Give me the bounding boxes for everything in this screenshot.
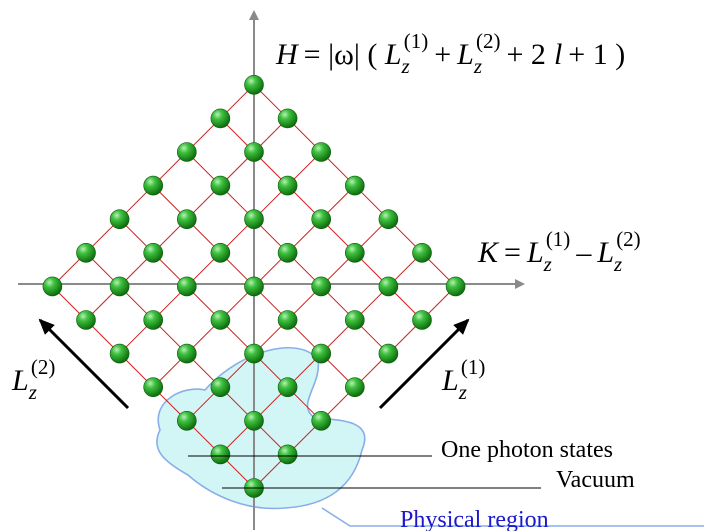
lattice-node [76, 310, 96, 330]
one-photon-states-label: One photon states [441, 437, 613, 463]
lattice-node [344, 377, 365, 398]
k-axis-label: K = Lz(1) – Lz(2) [477, 227, 641, 276]
lattice-node [143, 175, 163, 196]
lattice-nodes [42, 75, 466, 498]
lattice-node [177, 142, 197, 162]
lattice-node [210, 243, 231, 263]
lattice-node [311, 276, 332, 297]
physical-region-label: Physical region [400, 507, 549, 531]
lattice-node [277, 310, 298, 330]
lattice-node [143, 310, 163, 330]
h-axis-label: H = |ω| ( Lz(1) + Lz(2) + 2 l + 1 ) [275, 29, 625, 78]
lattice-node [109, 276, 130, 297]
lattice-node [445, 276, 466, 297]
lattice-node [76, 243, 96, 263]
lattice-node [210, 310, 231, 330]
lattice-node [277, 108, 298, 129]
lattice-node [344, 243, 365, 263]
lattice-node [378, 343, 399, 364]
vacuum-label: Vacuum [556, 467, 635, 493]
lattice-node [277, 175, 298, 196]
physical-region-leader [321, 507, 704, 527]
lattice-node [177, 343, 197, 364]
lattice-node [277, 243, 298, 263]
lz2-label: Lz(2) [11, 355, 55, 404]
lattice-node [378, 276, 399, 297]
lattice-node [42, 276, 63, 297]
lattice-node [210, 108, 231, 129]
lz1-label: Lz(1) [441, 355, 485, 404]
lz1-arrow [378, 318, 470, 410]
lattice-node [244, 410, 264, 431]
lattice-node [311, 209, 332, 229]
lattice-node [210, 175, 231, 196]
lattice-node [210, 377, 231, 398]
lattice-node [244, 276, 264, 297]
lattice-node [109, 343, 130, 364]
lattice-node [277, 444, 298, 465]
lattice-node [109, 209, 130, 229]
lattice-node [378, 209, 399, 229]
lattice-node [143, 243, 163, 263]
lz2-arrow [38, 318, 130, 410]
lattice-node [344, 310, 365, 330]
lattice-node [177, 209, 197, 229]
lattice-node [143, 377, 163, 398]
lattice-node [412, 310, 432, 330]
lattice-node [244, 343, 264, 364]
lattice-node [177, 410, 197, 431]
lattice-node [177, 276, 197, 297]
lattice-node [311, 410, 332, 431]
lattice-node [244, 142, 264, 162]
lattice-node [412, 243, 432, 263]
lattice-node [344, 175, 365, 196]
lattice-node [311, 343, 332, 364]
lattice-node [210, 444, 231, 465]
lattice-node [311, 142, 332, 162]
lattice-node [277, 377, 298, 398]
lattice-node [244, 209, 264, 229]
lattice-node [244, 75, 264, 95]
